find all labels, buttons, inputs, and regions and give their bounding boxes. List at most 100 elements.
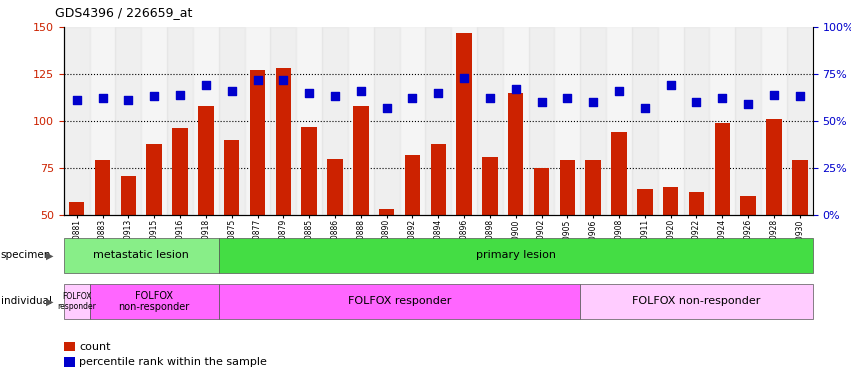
Bar	[353, 106, 368, 309]
Bar	[146, 144, 162, 309]
Bar	[198, 106, 214, 309]
Bar	[456, 33, 471, 309]
Bar	[431, 144, 446, 309]
Text: ▶: ▶	[46, 250, 54, 260]
Bar	[69, 202, 84, 309]
Bar	[244, 27, 271, 215]
Point	[122, 97, 135, 103]
Bar	[296, 27, 322, 215]
Bar	[219, 238, 813, 273]
Point	[509, 86, 523, 92]
Point	[767, 91, 780, 98]
Point	[431, 90, 445, 96]
Bar	[637, 189, 653, 309]
Point	[302, 90, 316, 96]
Bar	[167, 27, 193, 215]
Point	[96, 95, 110, 101]
Point	[251, 76, 265, 83]
Text: FOLFOX
non-responder: FOLFOX non-responder	[118, 291, 190, 312]
Bar	[64, 238, 219, 273]
Bar	[224, 140, 239, 309]
Bar	[580, 284, 813, 319]
Bar	[555, 27, 580, 215]
Bar	[606, 27, 632, 215]
Bar	[715, 123, 730, 309]
Bar	[534, 168, 549, 309]
Bar	[528, 27, 555, 215]
Point	[483, 95, 497, 101]
Bar	[426, 27, 451, 215]
Bar	[399, 27, 426, 215]
Bar	[792, 161, 808, 309]
Point	[277, 76, 290, 83]
Bar	[658, 27, 683, 215]
Point	[199, 82, 213, 88]
Bar	[328, 159, 343, 309]
Text: FOLFOX
responder: FOLFOX responder	[57, 292, 96, 311]
Bar	[683, 27, 710, 215]
Bar	[94, 161, 111, 309]
Bar	[141, 27, 167, 215]
Bar	[301, 127, 317, 309]
Bar	[276, 68, 291, 309]
Bar	[688, 192, 705, 309]
Point	[561, 95, 574, 101]
Bar	[64, 284, 89, 319]
Point	[225, 88, 238, 94]
Bar	[451, 27, 477, 215]
Bar	[89, 284, 219, 319]
Point	[380, 105, 393, 111]
Point	[689, 99, 703, 105]
Bar	[560, 161, 575, 309]
Bar	[477, 27, 503, 215]
Point	[638, 105, 652, 111]
Bar	[766, 119, 782, 309]
Bar	[611, 132, 627, 309]
Point	[406, 95, 420, 101]
Text: GDS4396 / 226659_at: GDS4396 / 226659_at	[55, 6, 192, 19]
Text: primary lesion: primary lesion	[476, 250, 556, 260]
Bar	[483, 157, 498, 309]
Bar	[663, 187, 678, 309]
Point	[70, 97, 83, 103]
Point	[174, 91, 187, 98]
Bar	[121, 175, 136, 309]
Bar	[172, 129, 188, 309]
Bar	[116, 27, 141, 215]
Text: ▶: ▶	[46, 296, 54, 306]
Bar	[508, 93, 523, 309]
Point	[664, 82, 677, 88]
Bar	[585, 161, 601, 309]
Bar	[249, 70, 266, 309]
Bar	[64, 357, 75, 367]
Point	[457, 74, 471, 81]
Point	[534, 99, 548, 105]
Bar	[271, 27, 296, 215]
Bar	[89, 27, 116, 215]
Text: specimen: specimen	[1, 250, 51, 260]
Bar	[710, 27, 735, 215]
Text: FOLFOX non-responder: FOLFOX non-responder	[632, 296, 761, 306]
Point	[716, 95, 729, 101]
Bar	[193, 27, 219, 215]
Point	[612, 88, 625, 94]
Bar	[740, 196, 756, 309]
Text: FOLFOX responder: FOLFOX responder	[348, 296, 451, 306]
Bar	[405, 155, 420, 309]
Bar	[64, 342, 75, 351]
Text: individual: individual	[1, 296, 52, 306]
Point	[586, 99, 600, 105]
Bar	[348, 27, 374, 215]
Text: percentile rank within the sample: percentile rank within the sample	[79, 357, 267, 367]
Text: count: count	[79, 342, 111, 352]
Bar	[787, 27, 813, 215]
Bar	[761, 27, 787, 215]
Bar	[503, 27, 528, 215]
Bar	[64, 27, 89, 215]
Bar	[379, 209, 394, 309]
Point	[793, 93, 807, 99]
Point	[328, 93, 342, 99]
Bar	[580, 27, 606, 215]
Point	[147, 93, 161, 99]
Bar	[219, 284, 580, 319]
